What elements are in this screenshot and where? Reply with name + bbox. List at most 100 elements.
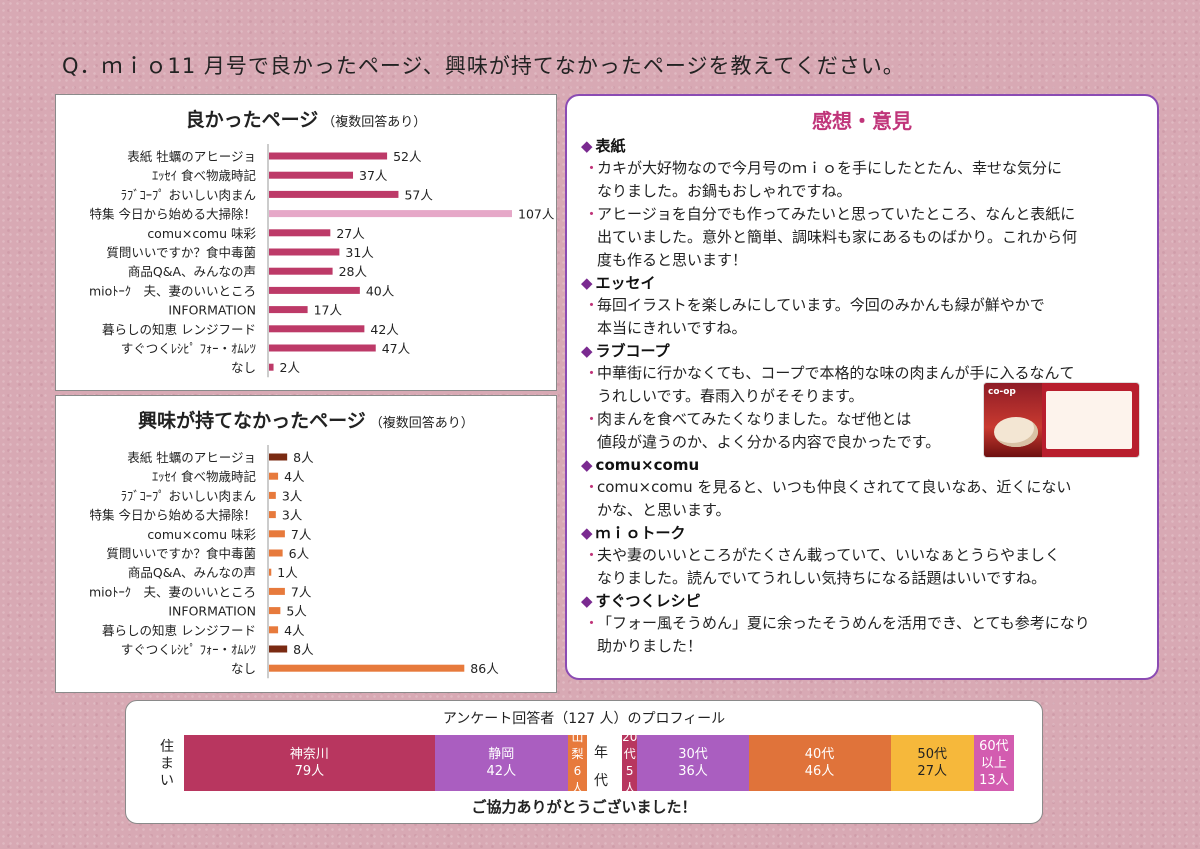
value-label: 42人 xyxy=(370,322,399,337)
bar xyxy=(269,325,365,333)
comment-line: 毎回イラストを楽しみにしています。今回のみかんも緑が鮮やかで xyxy=(597,296,1045,314)
comment-section-heading: ◆ 表紙 xyxy=(581,136,1145,157)
diamond-icon: ◆ xyxy=(581,137,593,155)
comment-line: 本当にきれいですね。 xyxy=(597,319,747,337)
category-label: INFORMATION xyxy=(168,604,256,619)
segment-name: 30代 xyxy=(678,747,708,762)
category-label: 暮らしの知恵 レンジフード xyxy=(102,322,256,337)
value-label: 6人 xyxy=(289,546,310,561)
value-label: 3人 xyxy=(282,508,303,523)
bullet-icon: ・ xyxy=(584,159,600,177)
bar xyxy=(269,587,285,595)
comment-line: なりました。お鍋もおしゃれですね。 xyxy=(597,182,852,200)
bad-pages-chart: 興味が持てなかったページ （複数回答あり） 表紙 牡蠣のアヒージョ 8人 ｴｯｾｲ 食… xyxy=(55,395,557,693)
good-chart-subtitle: （複数回答あり） xyxy=(322,115,427,130)
comment-section-heading: ◆ ラブコープ xyxy=(581,341,1145,362)
comment-line: アヒージョを自分でも作ってみたいと思っていたところ、なんと表紙に xyxy=(597,205,1076,223)
stack-segment: 60代以上 13人 xyxy=(973,735,1014,791)
category-label: 暮らしの知恵 レンジフード xyxy=(102,623,256,638)
bar xyxy=(269,248,340,256)
profile-panel: アンケート回答者（127 人）のプロフィール 住 ま い 神奈川 79人 静岡 42人… xyxy=(125,700,1043,824)
heading-text: ラブコープ xyxy=(595,342,670,360)
segment-name: 静岡 xyxy=(488,747,515,762)
bad-chart-title-text: 興味が持てなかったページ xyxy=(138,410,366,432)
value-label: 37人 xyxy=(359,168,388,183)
bullet-icon: ・ xyxy=(584,205,600,223)
good-chart-svg: 表紙 牡蠣のアヒージョ 52人 ｴｯｾｲ 食べ物歳時記 37人 ﾗﾌﾞｺｰﾌﾟ おいしい… xyxy=(89,144,555,378)
package-label xyxy=(1046,391,1132,449)
residence-stacked-bar: 神奈川 79人 静岡 42人 山梨 6人 xyxy=(184,730,587,795)
bullet-icon: ・ xyxy=(584,546,600,564)
stack-segment: 神奈川 79人 xyxy=(184,735,435,791)
bar xyxy=(269,229,331,237)
bar xyxy=(269,171,354,179)
comment-item: ・毎回イラストを楽しみにしています。今回のみかんも緑が鮮やかで 本当にきれいですね… xyxy=(581,294,1145,340)
category-label: すぐつくﾚｼﾋﾟ ﾌｫｰ・ｵﾑﾚﾂ xyxy=(121,341,256,356)
category-label: mioﾄｰｸ 夫、妻のいいところ xyxy=(89,584,256,599)
category-label: 表紙 牡蠣のアヒージョ xyxy=(127,450,256,465)
value-label: 2人 xyxy=(280,360,301,375)
bar xyxy=(269,511,276,519)
category-label: comu×comu 味彩 xyxy=(147,527,256,542)
value-label: 4人 xyxy=(284,469,305,484)
profile-title: アンケート回答者（127 人）のプロフィール xyxy=(442,711,726,727)
segment-count: 6人 xyxy=(571,764,584,795)
stack-segment: 40代 46人 xyxy=(748,735,891,791)
category-label: すぐつくﾚｼﾋﾟ ﾌｫｰ・ｵﾑﾚﾂ xyxy=(121,642,256,657)
category-label: ﾗﾌﾞｺｰﾌﾟ おいしい肉まん xyxy=(121,488,256,503)
thanks-message: ご協力ありがとうございました！ xyxy=(471,798,697,816)
comments-body: ◆ 表紙・カキが大好物なので今月号のｍｉｏを手にしたとたん、幸せな気分に なりました… xyxy=(567,136,1157,658)
category-label: 質問いいですか？食中毒菌 xyxy=(106,245,256,260)
value-label: 31人 xyxy=(345,245,374,260)
bar xyxy=(269,472,279,480)
bullet-icon: ・ xyxy=(584,478,600,496)
diamond-icon: ◆ xyxy=(581,456,593,474)
comment-line: かな、と思います。 xyxy=(597,501,731,519)
bar xyxy=(269,626,279,634)
good-chart-title: 良かったページ （複数回答あり） xyxy=(56,105,556,132)
bar xyxy=(269,152,388,160)
category-label: comu×comu 味彩 xyxy=(147,226,256,241)
value-label: 17人 xyxy=(314,303,343,318)
value-label: 52人 xyxy=(393,149,422,164)
segment-name: 神奈川 xyxy=(289,747,329,762)
bar xyxy=(269,344,376,352)
coop-logo: co-op xyxy=(988,387,1016,397)
comment-line: comu×comu を見ると、いつも仲良くされてて良いなあ、近くにない xyxy=(597,478,1072,496)
category-label: 商品Q&A、みんなの声 xyxy=(128,565,256,580)
comment-item: ・肉まんを食べてみたくなりました。なぜ他とは 値段が違うのか、よく分かる内容で良か… xyxy=(581,408,1145,454)
comments-panel: 感想・意見 ◆ 表紙・カキが大好物なので今月号のｍｉｏを手にしたとたん、幸せな気分… xyxy=(565,94,1159,680)
bullet-icon: ・ xyxy=(584,614,600,632)
segment-count: 5人 xyxy=(623,764,636,795)
category-label: ｴｯｾｲ 食べ物歳時記 xyxy=(152,168,256,183)
category-label: 特集 今日から始める大掃除！ xyxy=(90,207,256,222)
value-label: 1人 xyxy=(277,565,298,580)
value-label: 27人 xyxy=(336,226,365,241)
heading-text: エッセイ xyxy=(595,274,656,292)
category-label: 表紙 牡蠣のアヒージョ xyxy=(127,149,256,164)
comment-line: 中華街に行かなくても、コープで本格的な味の肉まんが手に入るなんて xyxy=(597,364,1075,382)
bad-chart-svg: 表紙 牡蠣のアヒージョ 8人 ｴｯｾｲ 食べ物歳時記 4人 ﾗﾌﾞｺｰﾌﾟ おいしい肉ま… xyxy=(89,445,499,679)
value-label: 7人 xyxy=(291,584,312,599)
question-title: Q．ｍｉｏ11 月号で良かったページ、興味が持てなかったページを教えてください。 xyxy=(62,54,905,78)
comment-section-heading: ◆ ｍｉｏトーク xyxy=(581,523,1145,544)
bar xyxy=(269,306,308,314)
value-label: 8人 xyxy=(293,450,314,465)
age-label-char: 年 xyxy=(594,745,608,761)
segment-count: 42人 xyxy=(486,764,517,779)
value-label: 107人 xyxy=(518,207,555,222)
category-label: なし xyxy=(231,661,256,676)
bar xyxy=(269,190,399,198)
diamond-icon: ◆ xyxy=(581,592,593,610)
heading-text: comu×comu xyxy=(595,456,700,474)
comments-title: 感想・意見 xyxy=(812,109,912,133)
value-label: 8人 xyxy=(293,642,314,657)
residence-label-char: ま xyxy=(160,756,174,772)
bullet-icon: ・ xyxy=(584,296,600,314)
comment-line: なりました。読んでいてうれしい気持ちになる話題はいいですね。 xyxy=(597,569,1047,587)
good-chart-title-text: 良かったページ xyxy=(185,109,319,131)
category-label: mioﾄｰｸ 夫、妻のいいところ xyxy=(89,283,256,298)
bar xyxy=(269,491,276,499)
bar xyxy=(269,530,285,538)
diamond-icon: ◆ xyxy=(581,524,593,542)
